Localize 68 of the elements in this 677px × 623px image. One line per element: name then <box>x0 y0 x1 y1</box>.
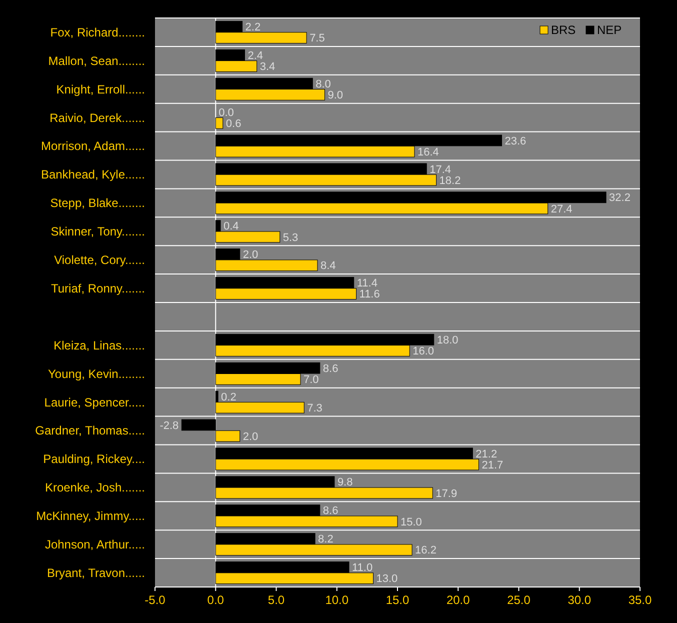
y-tick-label: Violette, Cory...... <box>54 253 145 268</box>
data-label: 18.0 <box>436 334 458 346</box>
data-label: 5.3 <box>282 232 298 244</box>
data-label: 2.0 <box>242 430 258 443</box>
data-label: 2.4 <box>248 50 264 62</box>
x-tick-label: 0.0 <box>207 593 224 607</box>
data-label: 15.0 <box>400 516 422 528</box>
data-label: 13.0 <box>376 573 398 586</box>
y-tick-label: Kleiza, Linas....... <box>54 338 145 352</box>
data-label: 32.2 <box>609 192 630 204</box>
y-tick-label: Raivio, Derek....... <box>50 110 145 125</box>
data-label: 2.2 <box>245 22 261 34</box>
y-tick-label: Johnson, Arthur..... <box>44 538 145 552</box>
y-tick-label: Young, Kevin........ <box>48 366 145 381</box>
y-tick-label: Mallon, Sean........ <box>48 54 145 68</box>
data-label: -2.8 <box>160 420 179 432</box>
x-tick-label: 20.0 <box>446 593 470 607</box>
data-label: 11.6 <box>359 288 380 301</box>
data-label: 11.0 <box>352 562 373 574</box>
data-label: 0.0 <box>218 106 234 119</box>
data-label: 21.7 <box>482 459 504 472</box>
y-tick-label: Morrison, Adam...... <box>40 139 145 154</box>
y-tick-label: Fox, Richard........ <box>50 25 145 40</box>
data-label: 16.0 <box>412 346 434 358</box>
x-tick-label: 10.0 <box>325 593 349 607</box>
data-label: 7.3 <box>307 402 322 414</box>
data-label: 16.2 <box>415 544 436 557</box>
data-label: 9.0 <box>328 90 344 102</box>
y-tick-label: Bryant, Travon...... <box>46 566 145 580</box>
x-tick-label: 5.0 <box>268 593 285 607</box>
data-label: 8.0 <box>316 78 331 90</box>
legend-label: NEP <box>597 23 622 37</box>
y-tick-label: Laurie, Spencer..... <box>44 395 145 410</box>
x-tick-label: 35.0 <box>628 593 652 607</box>
y-tick-label: Bankhead, Kyle...... <box>40 168 145 182</box>
data-label: 0.6 <box>226 118 242 130</box>
data-label: 0.2 <box>221 391 236 404</box>
y-tick-label: Skinner, Tony....... <box>50 224 145 239</box>
y-tick-label: Turiaf, Ronny....... <box>50 281 145 296</box>
y-tick-label: Paulding, Rickey.... <box>43 452 145 466</box>
y-tick-label: Knight, Erroll...... <box>56 82 145 96</box>
data-label: 16.4 <box>417 146 439 158</box>
x-tick-label: 30.0 <box>568 593 592 607</box>
data-label: 2.0 <box>242 249 258 262</box>
data-label: 0.4 <box>223 220 239 233</box>
data-label: 17.9 <box>436 488 458 500</box>
data-label: 17.4 <box>430 164 452 176</box>
data-label: 27.4 <box>550 203 572 216</box>
x-tick-label: -5.0 <box>144 593 166 607</box>
y-tick-label: Kroenke, Josh....... <box>44 480 145 495</box>
y-tick-label: Stepp, Blake........ <box>50 196 145 210</box>
data-label: 8.6 <box>322 505 338 518</box>
data-label: 18.2 <box>439 174 461 187</box>
data-label: 8.4 <box>320 260 336 272</box>
data-label: 7.0 <box>304 374 319 386</box>
data-label: 7.5 <box>310 32 325 45</box>
y-tick-label: McKinney, Jimmy..... <box>36 509 145 524</box>
data-label: 3.4 <box>260 61 276 74</box>
data-label: 8.6 <box>322 362 338 375</box>
legend-label: BRS <box>551 23 576 37</box>
data-label: 8.2 <box>318 534 334 546</box>
data-label: 23.6 <box>504 135 526 148</box>
data-label: 9.8 <box>337 476 353 489</box>
data-label: 21.2 <box>476 448 498 460</box>
data-label: 11.4 <box>356 278 378 290</box>
x-tick-label: 15.0 <box>386 593 410 607</box>
y-tick-label: Gardner, Thomas..... <box>35 424 145 438</box>
x-tick-label: 25.0 <box>507 593 531 607</box>
